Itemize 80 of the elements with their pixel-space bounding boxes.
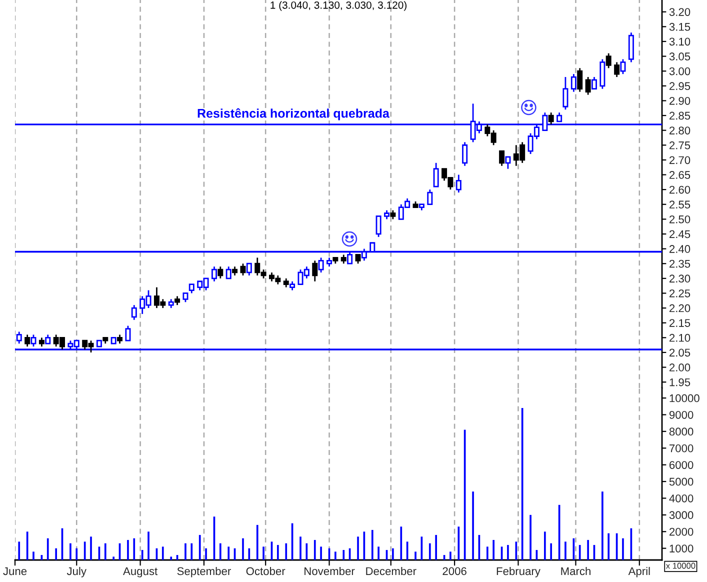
y-tick-label: 2.95 xyxy=(670,82,690,90)
y-tick-label: 3000 xyxy=(669,511,694,520)
candlestick xyxy=(30,334,36,348)
y-tick-label: 2.75 xyxy=(670,141,690,150)
candlestick xyxy=(240,262,246,276)
x-tick-label: March xyxy=(561,566,590,576)
candlestick xyxy=(606,52,612,69)
candlestick xyxy=(211,266,217,282)
y-tick-label: 8000 xyxy=(669,428,694,436)
candlestick xyxy=(620,58,626,75)
y-tick-label: 3.15 xyxy=(669,22,690,31)
y-tick-label: 2000 xyxy=(670,528,694,536)
y-tick-label: 2.55 xyxy=(670,200,690,208)
y-tick-label: 5000 xyxy=(669,478,694,486)
y-tick-label: 2.60 xyxy=(670,186,690,194)
y-tick-label: 10000 xyxy=(670,394,700,402)
y-tick-label: 9000 xyxy=(669,410,694,419)
text: x 10000 xyxy=(666,562,696,569)
candlestick xyxy=(125,325,131,342)
x-tick-label: July xyxy=(66,566,86,578)
y-tick-label: 7000 xyxy=(670,444,694,452)
candlestick xyxy=(16,331,22,344)
candlestick xyxy=(505,156,511,170)
candlestick xyxy=(462,141,468,167)
y-tick-label: 2.70 xyxy=(670,156,690,164)
chart-title: 1 (3.040, 3.130, 3.030, 3.120) xyxy=(270,1,406,11)
y-tick-label: 2.30 xyxy=(670,274,690,283)
candlestick xyxy=(628,32,634,63)
candlestick xyxy=(577,67,583,93)
candlestick xyxy=(600,58,606,90)
x-tick-label: September xyxy=(177,566,231,578)
x-tick-label: August xyxy=(123,567,158,578)
y-tick-label: 2.85 xyxy=(670,112,690,120)
y-tick-label: 2.45 xyxy=(670,230,690,238)
candlestick xyxy=(131,304,137,321)
y-tick-label: 1.95 xyxy=(670,378,690,386)
y-tick-label: 2.20 xyxy=(670,304,690,312)
x-tick-label: February xyxy=(496,566,540,578)
y-tick-label: 2.50 xyxy=(670,215,690,224)
y-tick-label: 6000 xyxy=(670,461,694,469)
candlestick xyxy=(548,112,554,126)
candlestick xyxy=(562,76,568,110)
candlestick xyxy=(218,266,224,280)
candlestick xyxy=(591,76,597,90)
y-tick-label: 4000 xyxy=(669,494,694,502)
y-tick-label: 2.65 xyxy=(670,171,690,179)
candlestick xyxy=(499,150,505,167)
x-tick-label: June xyxy=(3,567,27,576)
y-tick-label: 3.20 xyxy=(669,8,690,16)
y-tick-label: 2.15 xyxy=(670,319,690,327)
y-tick-label: 2.90 xyxy=(670,96,690,105)
x-tick-label: November xyxy=(304,566,355,576)
y-tick-label: 1000 xyxy=(670,544,694,552)
candlestick xyxy=(312,260,318,282)
candlestick xyxy=(318,256,324,274)
y-tick-label: 3.10 xyxy=(669,38,690,46)
candlestick xyxy=(614,62,620,78)
y-tick-label: 2.80 xyxy=(670,126,690,134)
candlestick xyxy=(226,266,232,280)
y-tick-label: 2.35 xyxy=(670,260,690,268)
x-tick-label: April xyxy=(628,566,650,578)
candlestick xyxy=(585,76,591,96)
y-tick-label: 2.00 xyxy=(670,364,690,372)
y-tick-label: 2.05 xyxy=(670,348,690,357)
candlestick xyxy=(24,334,30,348)
candlestick xyxy=(570,73,576,93)
y-tick-label: 3.05 xyxy=(669,52,690,60)
x-tick-label: October xyxy=(246,566,286,576)
candlestick xyxy=(456,174,462,194)
candlestick xyxy=(433,162,439,188)
x-tick-label: December xyxy=(366,566,416,576)
y-tick-label: 2.40 xyxy=(670,245,690,253)
candlestick xyxy=(376,216,382,238)
candlestick xyxy=(427,188,433,206)
x-tick-label: 2006 xyxy=(442,567,466,576)
y-tick-label: 2.10 xyxy=(670,334,690,342)
y-tick-label: 2.25 xyxy=(670,289,690,298)
candlestick xyxy=(246,262,252,276)
ref-line-label: Resistência horizontal quebrada xyxy=(198,108,390,120)
y-tick-label: 3.00 xyxy=(669,67,690,76)
